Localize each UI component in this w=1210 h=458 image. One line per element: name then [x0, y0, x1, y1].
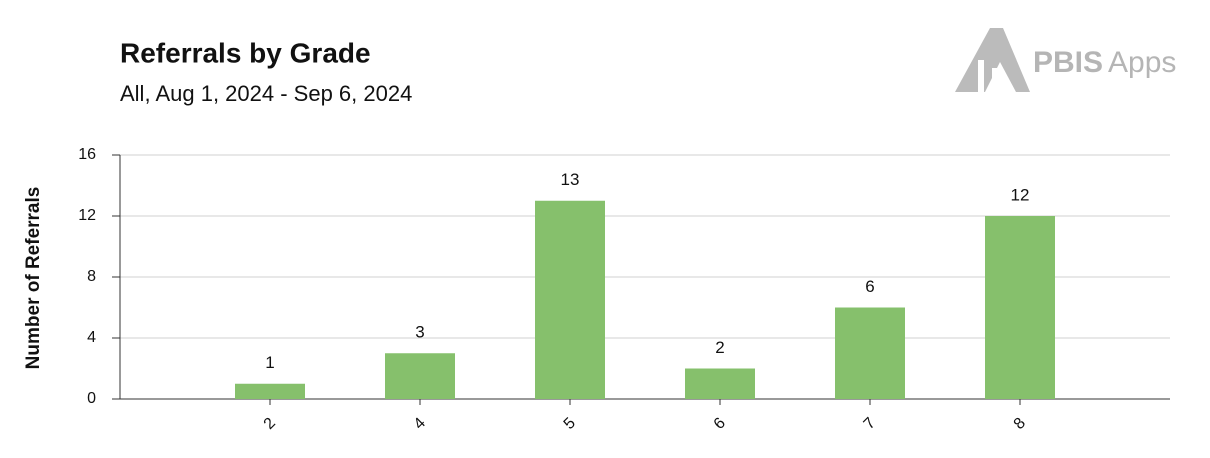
bar	[685, 368, 755, 399]
bar	[235, 383, 305, 399]
bar	[535, 200, 605, 399]
value-label: 3	[415, 323, 424, 342]
y-tick-label: 8	[87, 268, 96, 285]
bar	[835, 307, 905, 399]
logo-icon-gap	[992, 68, 998, 92]
y-axis-label: Number of Referrals	[23, 187, 44, 370]
y-tick-label: 12	[78, 207, 96, 224]
x-tick-label: 5	[561, 415, 579, 433]
logo-light: Apps	[1108, 46, 1176, 79]
logo-icon	[955, 28, 1030, 92]
y-tick-label: 16	[78, 146, 96, 163]
x-tick-label: 4	[411, 415, 429, 433]
logo-icon-gap	[978, 60, 984, 92]
y-tick-label: 0	[87, 390, 96, 407]
value-label: 1	[265, 353, 274, 372]
value-label: 12	[1011, 185, 1030, 204]
x-tick-label: 7	[861, 415, 879, 433]
value-label: 13	[561, 170, 580, 189]
value-label: 2	[715, 338, 724, 357]
chart-title: Referrals by Grade	[120, 37, 371, 68]
logo: PBIS Apps	[955, 28, 1176, 92]
logo-bold: PBIS	[1033, 46, 1103, 79]
x-tick-label: 8	[1011, 415, 1029, 433]
x-tick-label: 2	[261, 415, 279, 433]
chart-subtitle: All, Aug 1, 2024 - Sep 6, 2024	[120, 81, 412, 106]
value-label: 6	[865, 277, 874, 296]
bar	[985, 216, 1055, 399]
bar	[385, 353, 455, 399]
x-tick-label: 6	[711, 415, 729, 433]
y-tick-label: 4	[87, 329, 96, 346]
